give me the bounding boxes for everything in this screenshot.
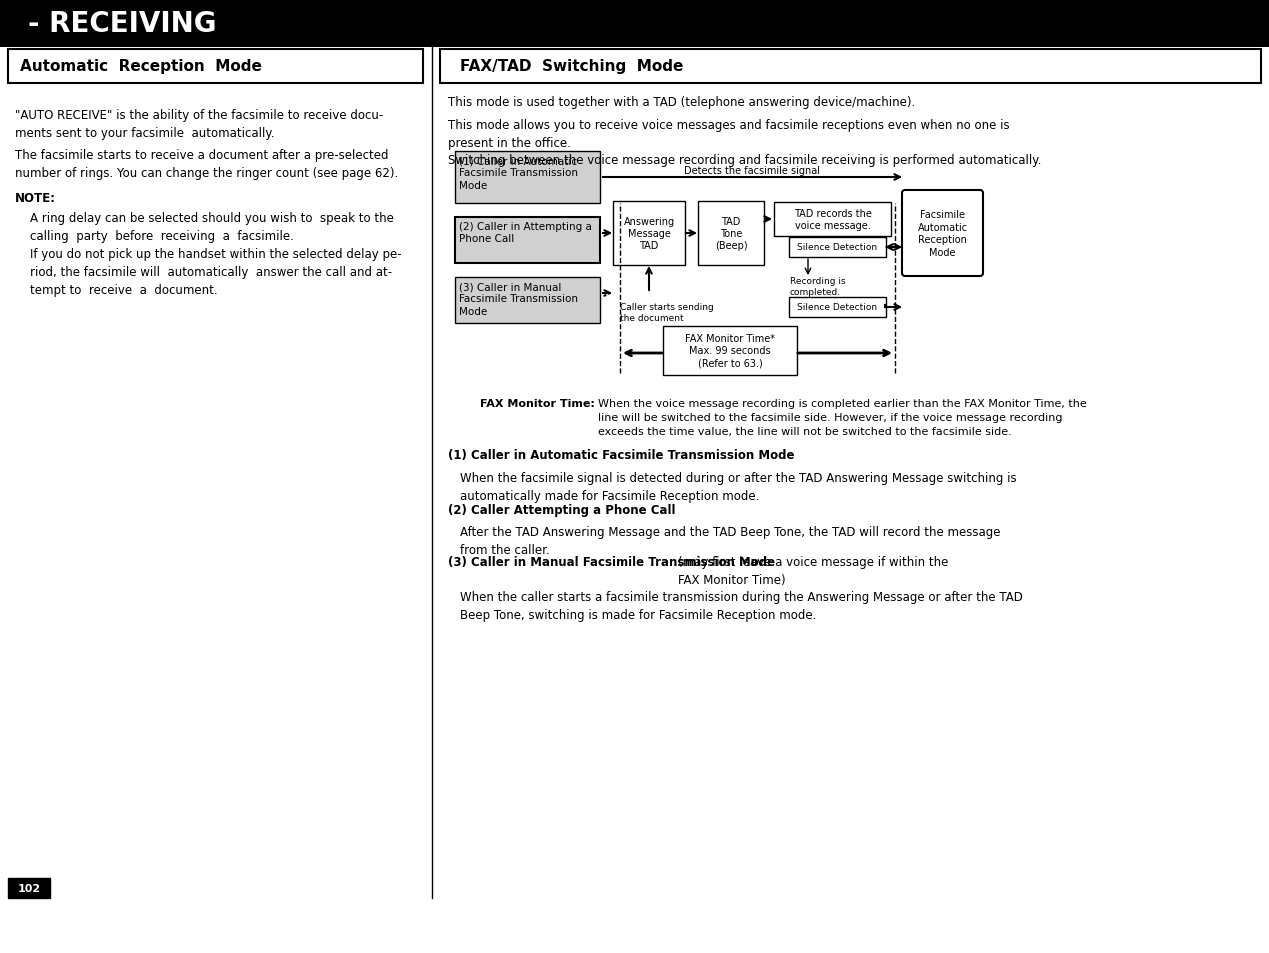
Text: Answering
Message
TAD: Answering Message TAD [623, 216, 675, 252]
FancyBboxPatch shape [613, 202, 685, 266]
FancyBboxPatch shape [902, 191, 983, 276]
Text: "AUTO RECEIVE" is the ability of the facsimile to receive docu-
ments sent to yo: "AUTO RECEIVE" is the ability of the fac… [15, 109, 383, 140]
Text: This mode is used together with a TAD (telephone answering device/machine).: This mode is used together with a TAD (t… [448, 96, 915, 109]
Text: (1) Caller in Automatic
Facsimile Transmission
Mode: (1) Caller in Automatic Facsimile Transm… [459, 156, 577, 191]
Text: (may first leave a voice message if within the
FAX Monitor Time): (may first leave a voice message if with… [679, 556, 949, 586]
Text: Switching between the voice message recording and facsimile receiving is perform: Switching between the voice message reco… [448, 153, 1042, 167]
Text: 102: 102 [18, 883, 41, 893]
Text: After the TAD Answering Message and the TAD Beep Tone, the TAD will record the m: After the TAD Answering Message and the … [459, 525, 1000, 557]
Text: When the facsimile signal is detected during or after the TAD Answering Message : When the facsimile signal is detected du… [459, 472, 1016, 502]
Text: Detects the facsimile signal: Detects the facsimile signal [684, 166, 821, 175]
Text: FAX Monitor Time:: FAX Monitor Time: [480, 398, 595, 409]
FancyBboxPatch shape [8, 878, 49, 898]
Text: Caller starts sending
the document: Caller starts sending the document [621, 303, 713, 323]
FancyBboxPatch shape [456, 152, 600, 204]
Text: Facsimile
Automatic
Reception
Mode: Facsimile Automatic Reception Mode [917, 211, 967, 257]
FancyBboxPatch shape [456, 277, 600, 324]
Text: TAD
Tone
(Beep): TAD Tone (Beep) [714, 216, 747, 252]
Text: When the caller starts a facsimile transmission during the Answering Message or : When the caller starts a facsimile trans… [459, 590, 1023, 621]
Text: TAD records the
voice message.: TAD records the voice message. [793, 209, 872, 231]
Text: (1) Caller in Automatic Facsimile Transmission Mode: (1) Caller in Automatic Facsimile Transm… [448, 449, 794, 461]
Text: NOTE:: NOTE: [15, 192, 56, 205]
Text: (3) Caller in Manual Facsimile Transmission Mode: (3) Caller in Manual Facsimile Transmiss… [448, 556, 775, 568]
Text: (2) Caller Attempting a Phone Call: (2) Caller Attempting a Phone Call [448, 503, 675, 517]
FancyBboxPatch shape [662, 327, 797, 375]
Text: (2) Caller in Attempting a
Phone Call: (2) Caller in Attempting a Phone Call [459, 222, 591, 244]
Text: This mode allows you to receive voice messages and facsimile receptions even whe: This mode allows you to receive voice me… [448, 119, 1010, 150]
FancyBboxPatch shape [0, 0, 1269, 48]
Text: Automatic  Reception  Mode: Automatic Reception Mode [20, 59, 261, 74]
Text: A ring delay can be selected should you wish to  speak to the
calling  party  be: A ring delay can be selected should you … [30, 212, 401, 296]
Text: (3) Caller in Manual
Facsimile Transmission
Mode: (3) Caller in Manual Facsimile Transmiss… [459, 282, 577, 316]
FancyBboxPatch shape [698, 202, 764, 266]
FancyBboxPatch shape [789, 297, 886, 317]
FancyBboxPatch shape [774, 203, 891, 236]
Text: Silence Detection: Silence Detection [797, 243, 878, 253]
Text: FAX Monitor Time*
Max. 99 seconds
(Refer to 63.): FAX Monitor Time* Max. 99 seconds (Refer… [685, 334, 775, 369]
Text: The facsimile starts to receive a document after a pre-selected
number of rings.: The facsimile starts to receive a docume… [15, 149, 398, 180]
FancyBboxPatch shape [456, 218, 600, 264]
Text: When the voice message recording is completed earlier than the FAX Monitor Time,: When the voice message recording is comp… [598, 398, 1086, 436]
Text: Recording is
completed.: Recording is completed. [791, 276, 845, 296]
Text: Silence Detection: Silence Detection [797, 303, 878, 313]
FancyBboxPatch shape [440, 50, 1261, 84]
Text: FAX/TAD  Switching  Mode: FAX/TAD Switching Mode [459, 59, 684, 74]
Text: - RECEIVING: - RECEIVING [28, 10, 217, 38]
FancyBboxPatch shape [8, 50, 423, 84]
FancyBboxPatch shape [789, 237, 886, 257]
